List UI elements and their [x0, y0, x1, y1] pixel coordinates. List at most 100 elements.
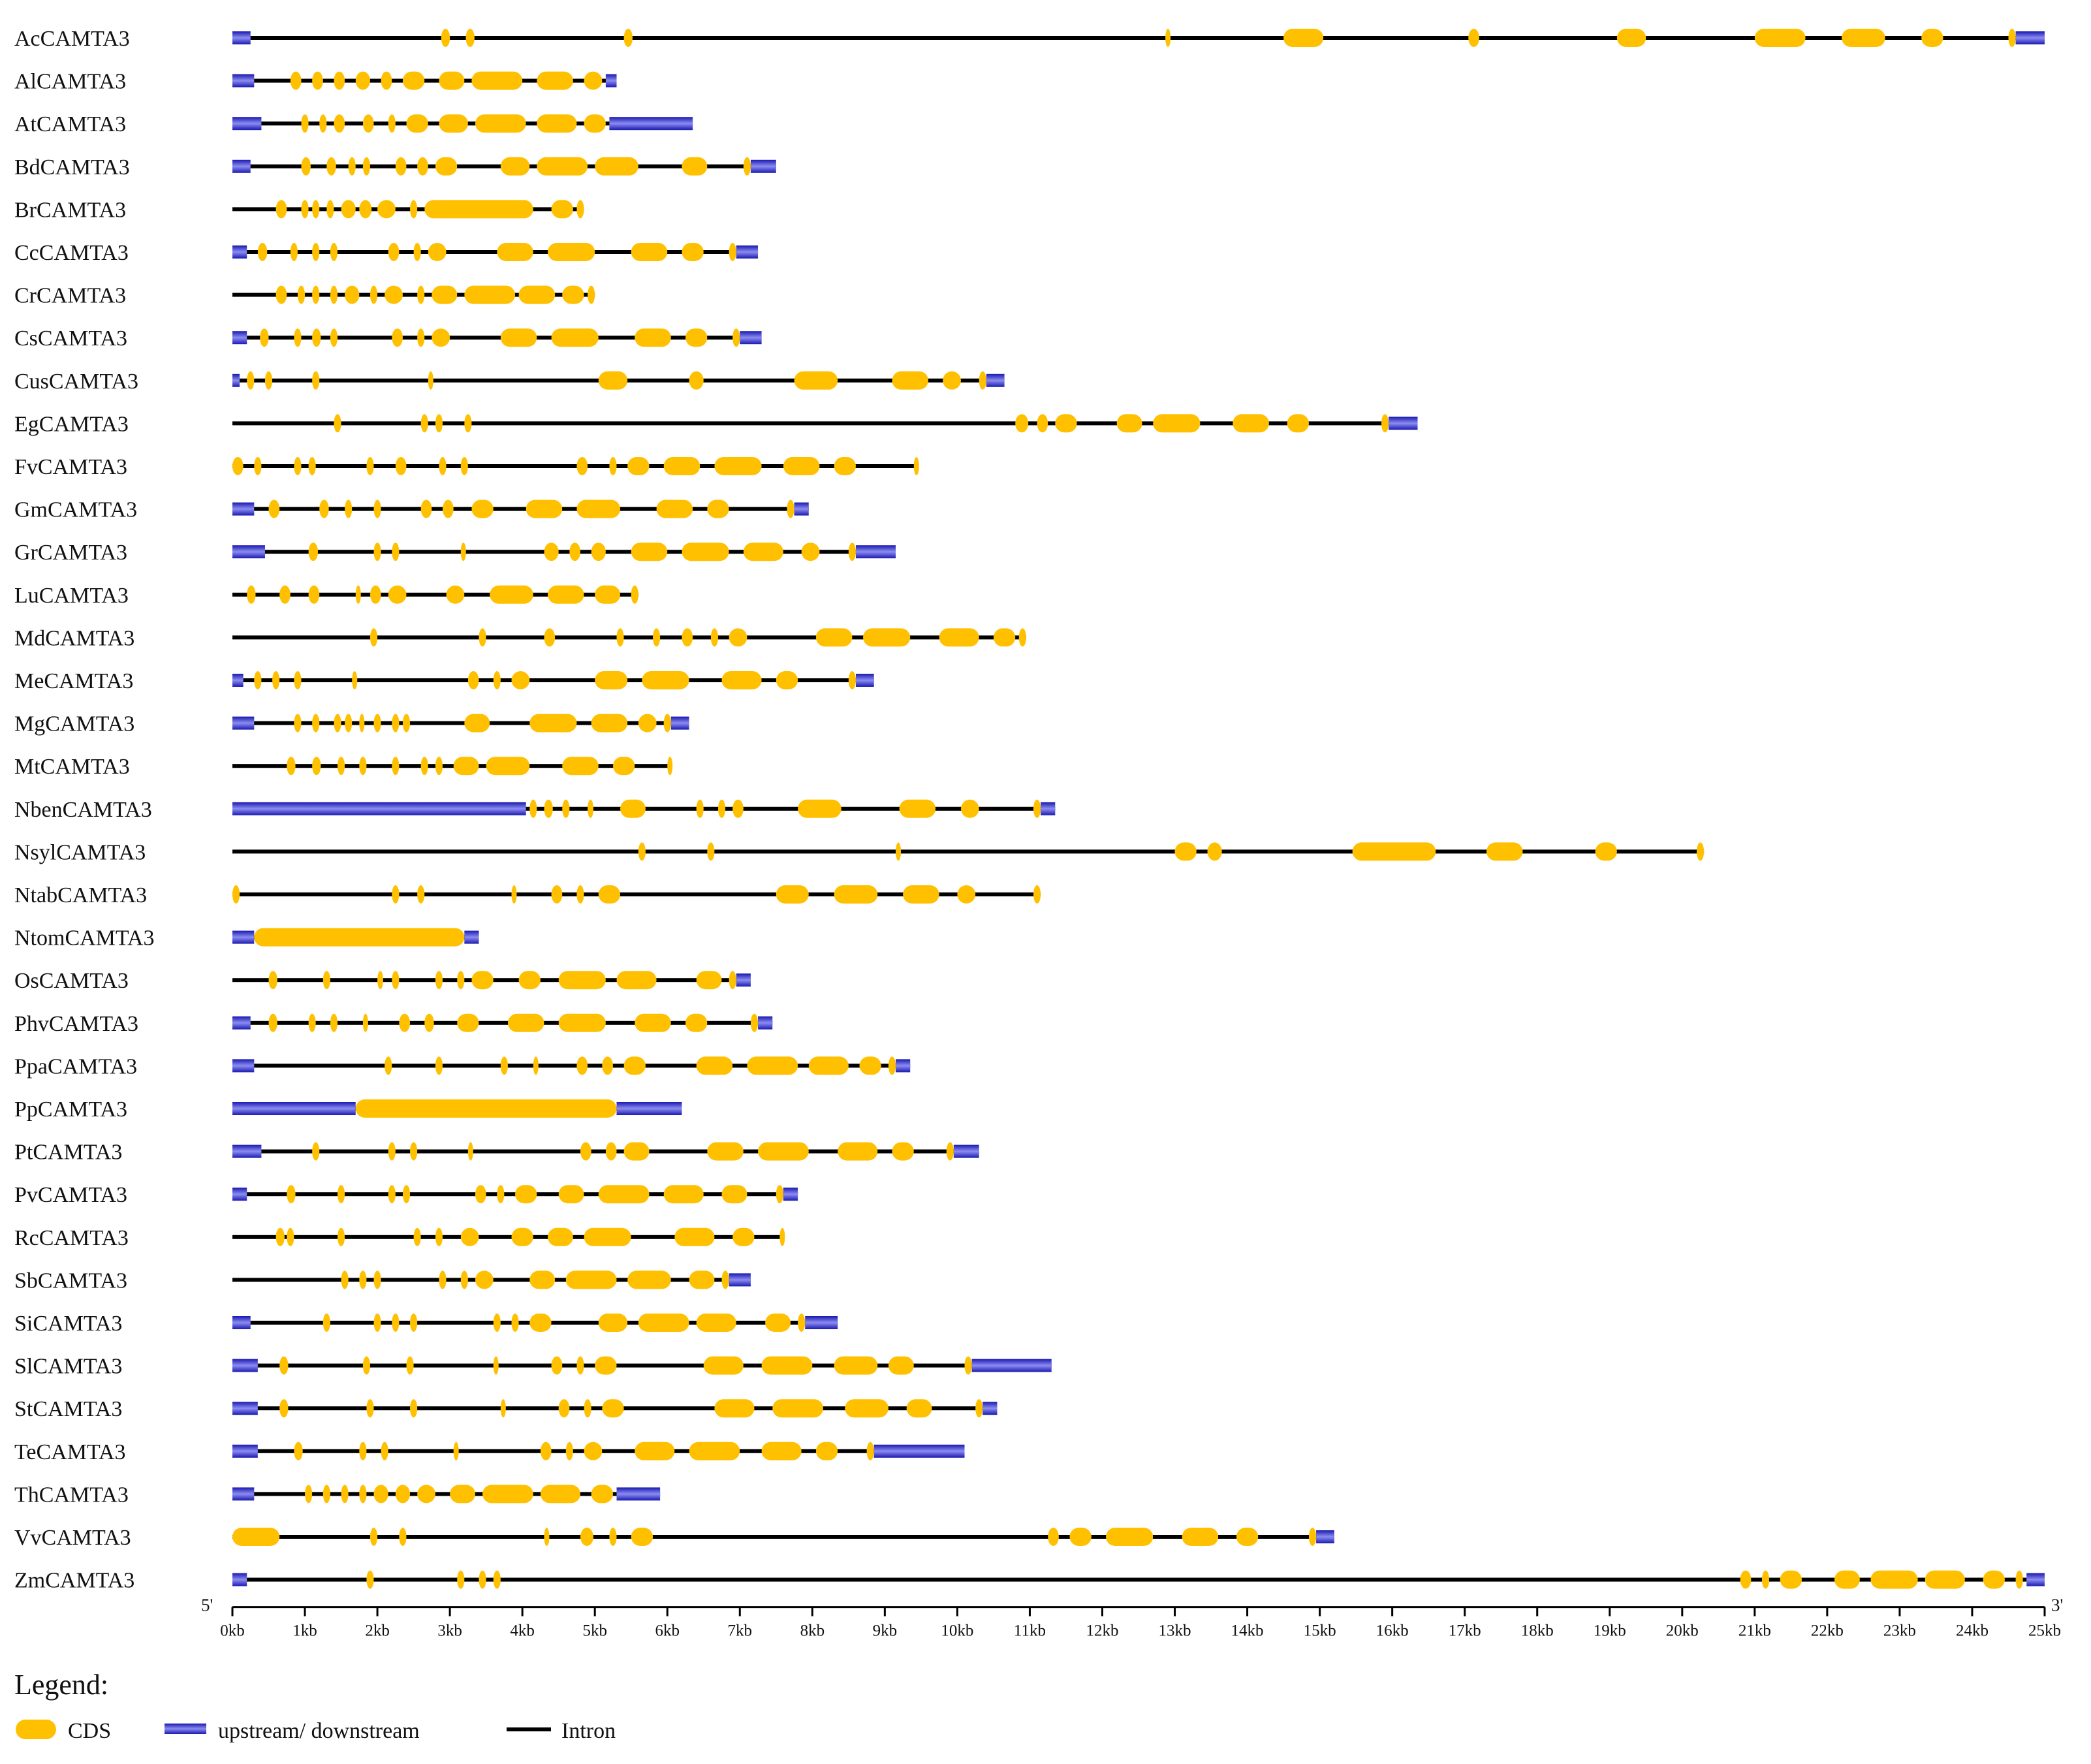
gene-label: CusCAMTA3 — [14, 370, 138, 394]
tick-label: 10kb — [941, 1622, 973, 1640]
gene-row: SlCAMTA3 — [14, 1355, 1052, 1379]
cds-exon — [392, 1314, 400, 1332]
gene-row: ThCAMTA3 — [14, 1483, 661, 1507]
gene-row: CsCAMTA3 — [14, 326, 762, 351]
cds-exon — [689, 1441, 740, 1460]
cds-exon — [595, 1356, 617, 1375]
cds-exon — [540, 1485, 580, 1504]
tick-label: 6kb — [655, 1622, 680, 1640]
gene-row: NtomCAMTA3 — [14, 926, 479, 951]
cds-exon — [717, 799, 726, 818]
cds-exon — [562, 285, 584, 304]
cds-exon — [264, 371, 273, 390]
cds-exon — [609, 1528, 617, 1546]
cds-exon — [631, 543, 668, 561]
utr-block — [855, 674, 874, 687]
cds-exon — [432, 328, 450, 347]
cds-exon — [939, 628, 979, 647]
utr-block — [729, 1273, 751, 1287]
intron-line — [232, 507, 809, 511]
utr-block — [750, 159, 776, 173]
cds-exon — [663, 457, 700, 475]
utr-block — [1041, 802, 1056, 815]
cds-exon — [355, 585, 361, 604]
cds-exon — [428, 243, 447, 261]
cds-exon — [979, 371, 986, 390]
cds-exon — [750, 1013, 759, 1032]
intron-line — [232, 1492, 661, 1496]
cds-exon — [395, 457, 407, 475]
cds-exon — [595, 671, 628, 689]
cds-exon — [493, 1314, 501, 1332]
cds-exon — [551, 1356, 563, 1375]
cds-exon — [518, 971, 541, 990]
cds-exon — [279, 1356, 289, 1375]
cds-exon — [783, 457, 820, 475]
cds-exon — [435, 1227, 443, 1246]
intron-line — [232, 550, 896, 554]
cds-exon — [341, 1485, 349, 1504]
cds-exon — [653, 628, 661, 647]
cds-exon — [548, 1227, 573, 1246]
cds-exon — [362, 157, 370, 176]
tick-label: 5kb — [582, 1622, 607, 1640]
utr-block — [232, 1188, 247, 1201]
intron-line — [232, 1577, 2045, 1582]
cds-exon — [776, 1185, 783, 1204]
cds-exon — [576, 1356, 584, 1375]
cds-exon — [268, 499, 280, 518]
cds-exon — [896, 842, 902, 861]
tick-label: 25kb — [2028, 1622, 2061, 1640]
cds-exon — [457, 971, 465, 990]
cds-exon — [1018, 628, 1026, 647]
gene-row: PtCAMTA3 — [14, 1141, 979, 1165]
cds-exon — [439, 1270, 447, 1289]
cds-exon — [689, 1270, 715, 1289]
cds-exon — [892, 1142, 914, 1161]
intron-line — [232, 764, 671, 768]
intron-line — [232, 250, 759, 254]
cds-exon — [1283, 29, 1324, 47]
cds-exon — [848, 543, 856, 561]
cds-exon — [548, 585, 584, 604]
cds-exon — [721, 1185, 747, 1204]
cds-exon — [373, 543, 381, 561]
cds-exon — [682, 243, 704, 261]
cds-exon — [301, 200, 309, 219]
gene-row: BrCAMTA3 — [14, 198, 584, 222]
cds-exon — [808, 1056, 849, 1075]
cds-exon — [475, 1270, 494, 1289]
cds-exon — [598, 885, 621, 904]
cds-exon — [275, 200, 287, 219]
cds-exon — [765, 1314, 791, 1332]
cds-exon — [369, 628, 378, 647]
cds-exon — [359, 1441, 367, 1460]
cds-exon — [388, 243, 400, 261]
cds-exon — [272, 671, 280, 689]
cds-exon — [338, 1227, 345, 1246]
cds-exon — [359, 757, 367, 776]
cds-exon — [428, 371, 433, 390]
utr-block — [616, 1487, 661, 1501]
cds-exon — [341, 1270, 349, 1289]
cds-exon — [275, 1227, 285, 1246]
cds-exon — [232, 457, 244, 475]
gene-label: CsCAMTA3 — [14, 326, 127, 351]
cds-exon — [627, 457, 650, 475]
utr-block — [873, 1444, 965, 1458]
cds-exon — [609, 457, 617, 475]
cds-exon — [417, 285, 425, 304]
cds-exon — [326, 200, 334, 219]
cds-exon — [1207, 842, 1222, 861]
intron-line — [232, 336, 762, 340]
cds-exon — [420, 757, 428, 776]
legend-intron-swatch — [507, 1727, 551, 1731]
cds-exon — [322, 1314, 330, 1332]
cds-exon — [279, 1399, 289, 1418]
cds-exon — [616, 971, 657, 990]
tick-label: 16kb — [1376, 1622, 1409, 1640]
cds-exon — [635, 1441, 675, 1460]
cds-exon — [1834, 1570, 1860, 1589]
cds-exon — [576, 457, 588, 475]
cds-exon — [392, 714, 400, 732]
